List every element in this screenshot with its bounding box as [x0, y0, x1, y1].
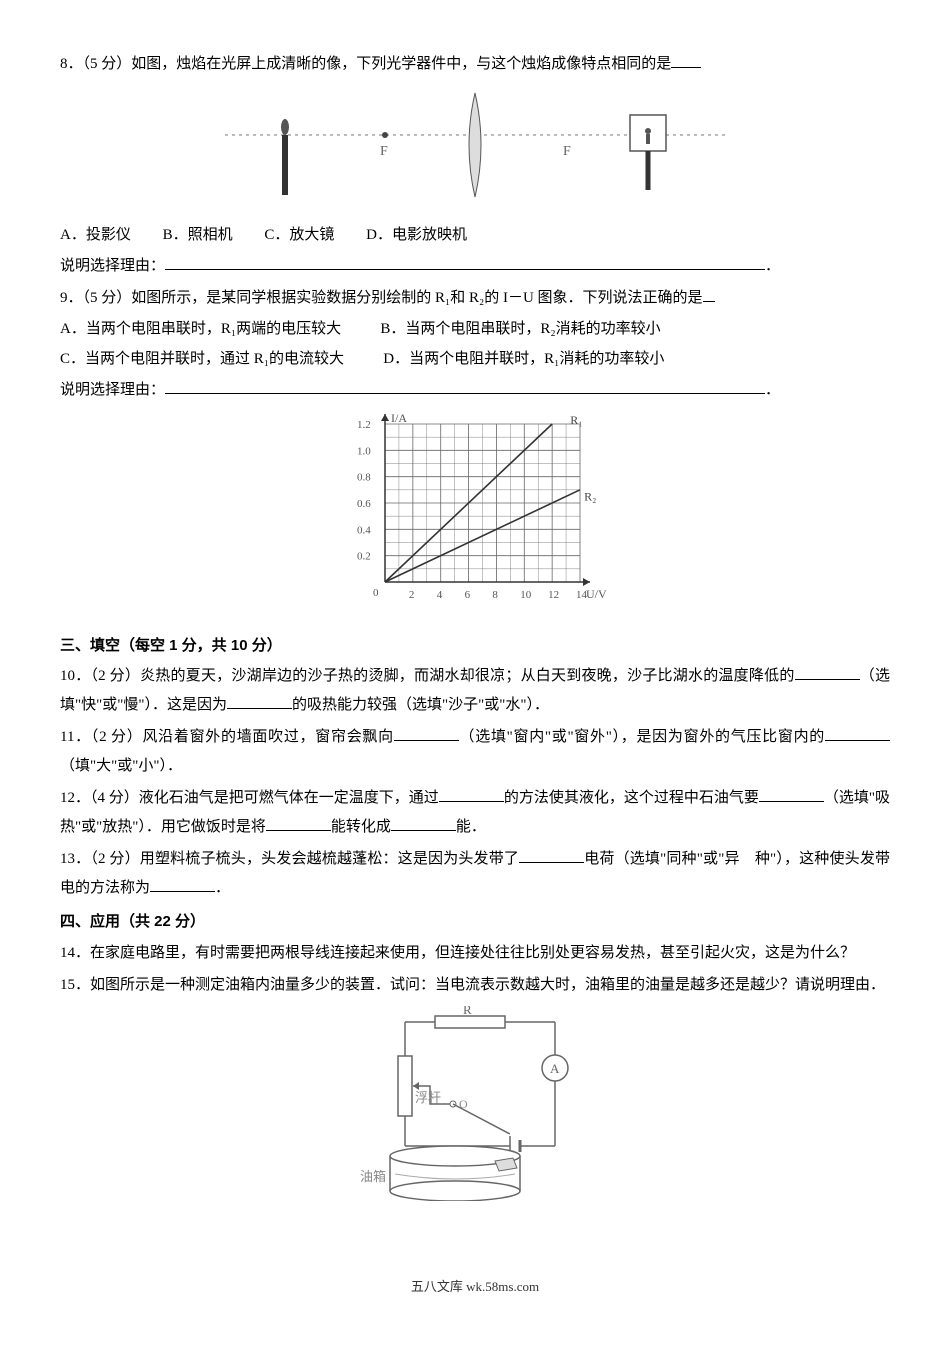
svg-text:R₁: R₁ — [570, 413, 582, 427]
q11-hint1: （选填"窗内"或"窗外"），是因为窗外的气压比窗内的 — [459, 729, 825, 745]
q12-text: 12．（4 分）液化石油气是把可燃气体在一定温度下，通过 — [60, 790, 439, 806]
q12-p4: 能转化成 — [331, 819, 391, 835]
q9-trailing-blank — [703, 287, 715, 302]
focal-label-left: F — [380, 144, 388, 159]
lens-diagram-icon: F F — [215, 85, 735, 205]
svg-text:0.4: 0.4 — [357, 524, 371, 536]
float-arm-label: 浮杆 — [415, 1090, 441, 1105]
svg-text:1.2: 1.2 — [357, 419, 371, 431]
q9-reason-blank — [165, 379, 765, 394]
question-8: 8．（5 分）如图，烛焰在光屏上成清晰的像，下列光学器件中，与这个烛焰成像特点相… — [60, 50, 890, 280]
q8-reason-row: 说明选择理由：． — [60, 252, 890, 281]
q11-text: 11．（2 分）风沿着窗外的墙面吹过，窗帘会飘向 — [60, 729, 394, 745]
svg-text:0.6: 0.6 — [357, 498, 371, 510]
q10-tail: 的吸热能力较强（选填"沙子"或"水"）． — [292, 697, 549, 713]
q8-option-a: A．投影仪 — [60, 227, 131, 243]
q9-text: 9．（5 分）如图所示，是某同学根据实验数据分别绘制的 R₁和 R₂的 I－U … — [60, 290, 703, 306]
page-footer: 五八文库 wk.58ms.com — [60, 1275, 890, 1300]
question-13: 13．（2 分）用塑料梳子梳头，头发会越梳越蓬松：这是因为头发带了电荷（选填"同… — [60, 845, 890, 902]
svg-text:0: 0 — [373, 587, 379, 599]
q15-figure: R A O 浮 — [60, 1006, 890, 1212]
q13-blank1 — [519, 848, 584, 863]
q11-blank2 — [825, 726, 890, 741]
tank-label: 油箱 — [360, 1169, 386, 1184]
q9-option-b: B．当两个电阻串联时，R₂消耗的功率较小 — [380, 321, 660, 337]
q8-option-b: B．照相机 — [163, 227, 233, 243]
q8-reason-label: 说明选择理由： — [60, 258, 165, 274]
q13-blank2 — [150, 877, 215, 892]
q12-blank1 — [439, 787, 504, 802]
q12-blank4 — [391, 816, 456, 831]
q13-text: 13．（2 分）用塑料梳子梳头，头发会越梳越蓬松：这是因为头发带了 — [60, 851, 519, 867]
q9-option-d: D．当两个电阻并联时，R₁消耗的功率较小 — [383, 351, 664, 367]
svg-text:2: 2 — [409, 589, 415, 601]
q8-options: A．投影仪 B．照相机 C．放大镜 D．电影放映机 — [60, 221, 890, 250]
ammeter-label: A — [550, 1061, 560, 1076]
svg-text:1.0: 1.0 — [357, 445, 371, 457]
q10-blank2 — [227, 694, 292, 709]
q9-reason-label: 说明选择理由： — [60, 382, 165, 398]
q8-option-d: D．电影放映机 — [366, 227, 467, 243]
q9-options-row1: A．当两个电阻串联时，R₁两端的电压较大 B．当两个电阻串联时，R₂消耗的功率较… — [60, 315, 890, 344]
q11-blank1 — [394, 726, 459, 741]
iu-chart-icon: 24681012140.20.40.60.81.01.20U/VI/AR₁R₂ — [340, 410, 610, 615]
question-9: 9．（5 分）如图所示，是某同学根据实验数据分别绘制的 R₁和 R₂的 I－U … — [60, 284, 890, 626]
q14-text: 14．在家庭电路里，有时需要把两根导线连接起来使用，但连接处往往比别处更容易发热… — [60, 945, 855, 961]
section-3-title: 三、填空（每空 1 分，共 10 分） — [60, 632, 890, 661]
q8-reason-blank — [165, 255, 765, 270]
svg-text:R₂: R₂ — [584, 489, 596, 503]
svg-text:I/A: I/A — [391, 411, 407, 425]
q11-tail: （填"大"或"小"）． — [60, 758, 182, 774]
q8-text: 8．（5 分）如图，烛焰在光屏上成清晰的像，下列光学器件中，与这个烛焰成像特点相… — [60, 56, 671, 72]
focal-label-right: F — [563, 144, 571, 159]
q9-reason-row: 说明选择理由：． — [60, 376, 890, 405]
question-12: 12．（4 分）液化石油气是把可燃气体在一定温度下，通过 的方法使其液化，这个过程… — [60, 784, 890, 841]
svg-text:12: 12 — [548, 589, 559, 601]
svg-text:0.2: 0.2 — [357, 551, 371, 563]
q12-blank3 — [266, 816, 331, 831]
q8-option-c: C．放大镜 — [264, 227, 334, 243]
q12-tail: 能． — [456, 819, 486, 835]
section-4-title: 四、应用（共 22 分） — [60, 908, 890, 937]
svg-text:8: 8 — [492, 589, 498, 601]
q12-p2: 的方法使其液化，这个过程中石油气要 — [504, 790, 759, 806]
resistor-r-label: R — [463, 1006, 472, 1017]
svg-text:10: 10 — [520, 589, 532, 601]
q13-tail: ． — [215, 880, 230, 896]
question-11: 11．（2 分）风沿着窗外的墙面吹过，窗帘会飘向 （选填"窗内"或"窗外"），是因… — [60, 723, 890, 780]
svg-text:U/V: U/V — [586, 587, 607, 601]
q9-options-row2: C．当两个电阻并联时，通过 R₁的电流较大 D．当两个电阻并联时，R₁消耗的功率… — [60, 345, 890, 374]
svg-text:6: 6 — [465, 589, 471, 601]
q9-option-a: A．当两个电阻串联时，R₁两端的电压较大 — [60, 321, 341, 337]
q9-chart: 24681012140.20.40.60.81.01.20U/VI/AR₁R₂ — [60, 410, 890, 626]
q8-trailing-blank — [671, 53, 701, 68]
q10-blank1 — [795, 665, 860, 680]
q12-blank2 — [759, 787, 824, 802]
q9-option-c: C．当两个电阻并联时，通过 R₁的电流较大 — [60, 351, 344, 367]
q15-text: 15．如图所示是一种测定油箱内油量多少的装置．试问：当电流表示数越大时，油箱里的… — [60, 977, 885, 993]
question-15: 15．如图所示是一种测定油箱内油量多少的装置．试问：当电流表示数越大时，油箱里的… — [60, 971, 890, 1211]
oil-gauge-circuit-icon: R A O 浮 — [345, 1006, 605, 1201]
svg-text:4: 4 — [437, 589, 443, 601]
q10-text: 10．（2 分）炎热的夏天，沙湖岸边的沙子热的烫脚，而湖水却很凉；从白天到夜晚，… — [60, 668, 795, 684]
question-10: 10．（2 分）炎热的夏天，沙湖岸边的沙子热的烫脚，而湖水却很凉；从白天到夜晚，… — [60, 662, 890, 719]
question-14: 14．在家庭电路里，有时需要把两根导线连接起来使用，但连接处往往比别处更容易发热… — [60, 939, 890, 968]
svg-text:0.8: 0.8 — [357, 472, 371, 484]
q8-figure: F F — [60, 85, 890, 216]
